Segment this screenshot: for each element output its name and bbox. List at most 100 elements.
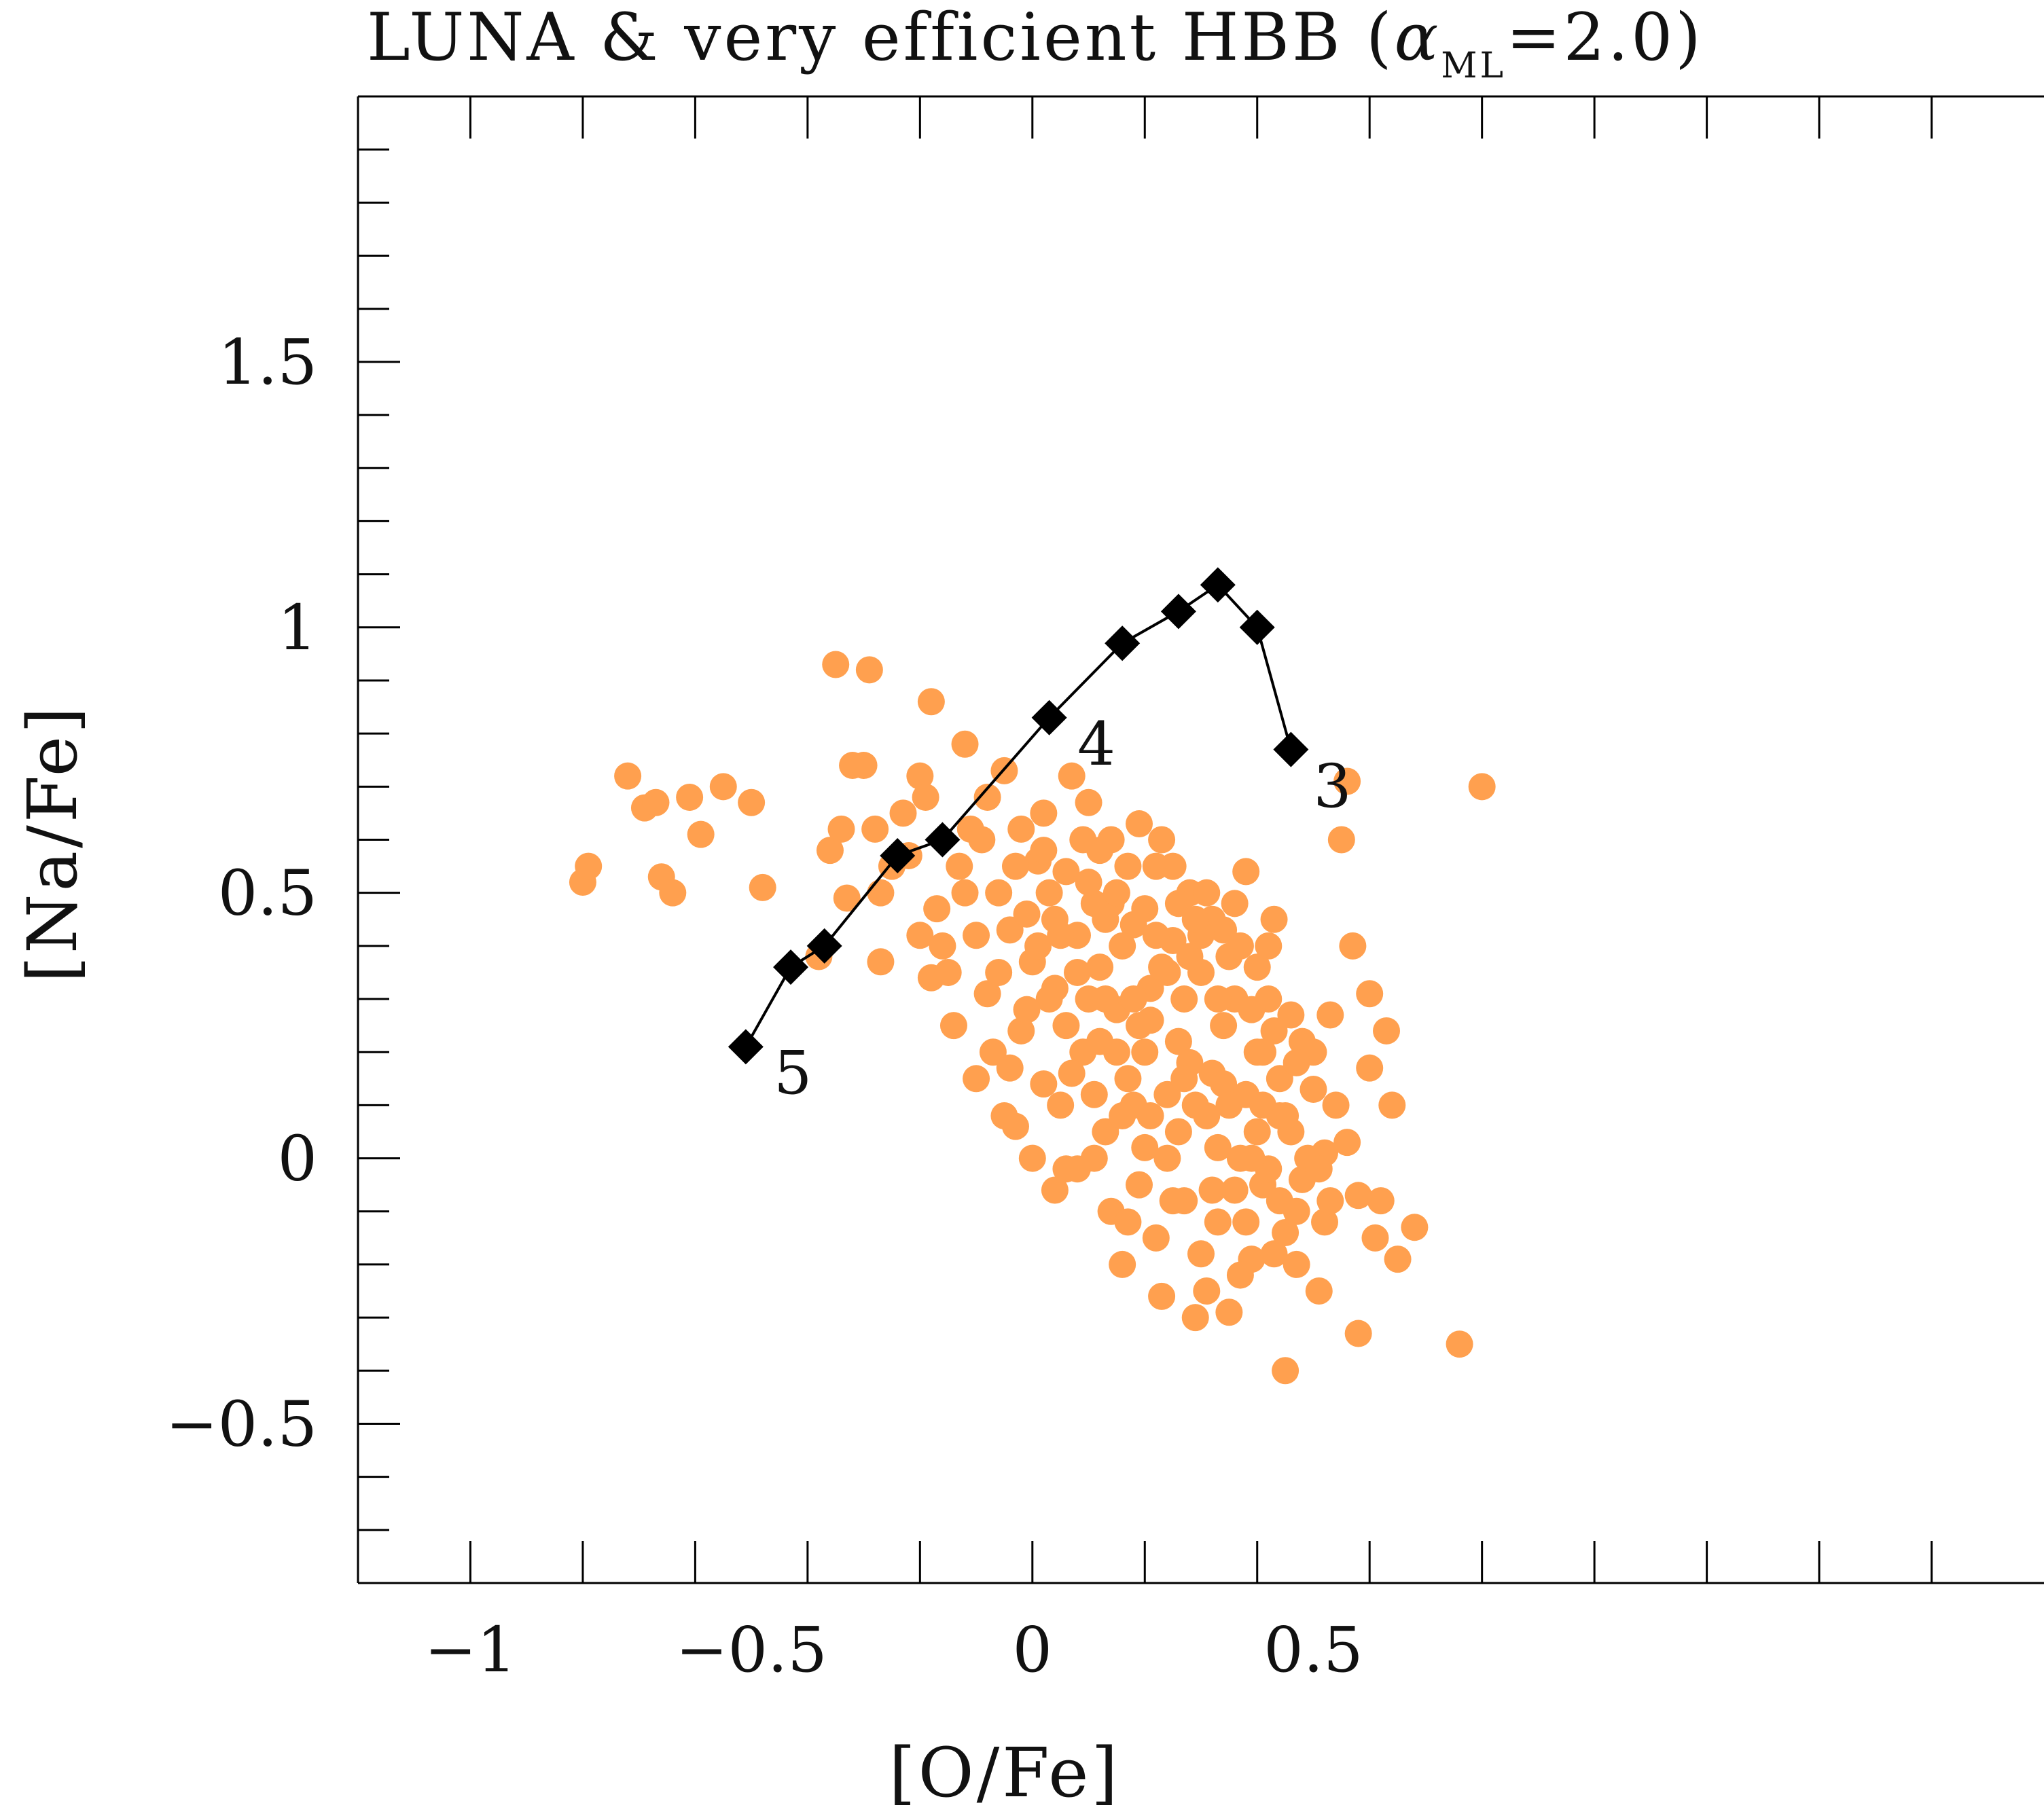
- observation-point: [1283, 1049, 1310, 1076]
- observation-point: [1299, 1075, 1327, 1103]
- model-marker: [1160, 594, 1196, 630]
- observation-point: [1086, 953, 1114, 981]
- observation-point: [1148, 826, 1176, 854]
- observation-point: [1316, 1001, 1344, 1029]
- x-axis-label: [O/Fe]: [889, 1733, 1121, 1813]
- model-marker: [880, 837, 916, 873]
- observation-point: [1142, 922, 1170, 949]
- observation-point: [939, 1012, 967, 1040]
- observation-point: [1384, 1246, 1412, 1273]
- observation-point: [1215, 1298, 1243, 1326]
- x-tick-label: 0: [1013, 1614, 1053, 1686]
- observation-point: [1266, 1187, 1293, 1215]
- observation-point: [867, 879, 895, 907]
- observation-point: [1277, 1001, 1305, 1029]
- axes-frame: [357, 95, 2044, 1584]
- observation-point: [1221, 1176, 1249, 1204]
- chart-title: LUNA & very efficient HBB (αML=2.0): [367, 0, 1704, 86]
- observation-point: [973, 783, 1001, 811]
- observation-point: [1052, 858, 1080, 886]
- observation-point: [1204, 985, 1232, 1013]
- observation-point: [1181, 1304, 1209, 1332]
- mass-annotation-label: 3: [1313, 751, 1351, 821]
- mass-annotations: 5 4 3: [774, 709, 1351, 1108]
- chart-title-suffix: =2.0): [1506, 0, 1704, 75]
- observation-point: [1170, 1065, 1198, 1093]
- observation-point: [1125, 1171, 1153, 1199]
- observation-point: [985, 879, 1013, 907]
- observation-point: [1333, 767, 1361, 795]
- observation-point: [1255, 932, 1283, 960]
- observation-point: [1041, 905, 1069, 933]
- observation-point: [1272, 1357, 1299, 1385]
- observation-point: [1260, 905, 1288, 933]
- observation-point: [889, 799, 917, 827]
- observation-point: [1024, 932, 1052, 960]
- observation-point: [906, 762, 934, 790]
- model-marker: [1239, 609, 1275, 645]
- observation-point: [1102, 879, 1130, 907]
- observation-point: [867, 948, 895, 976]
- observation-point: [1260, 1240, 1288, 1268]
- x-tick-label: −0.5: [675, 1614, 827, 1686]
- observation-point: [1125, 810, 1153, 838]
- observation-point: [1131, 1133, 1159, 1161]
- observation-point: [1148, 953, 1176, 981]
- observation-point: [1204, 1133, 1232, 1161]
- observation-point: [1333, 1129, 1361, 1157]
- observation-point: [985, 958, 1013, 986]
- observation-point: [1013, 996, 1041, 1023]
- observation-point: [1086, 1028, 1114, 1055]
- observation-point: [833, 884, 861, 912]
- model-marker: [728, 1029, 764, 1065]
- observation-point: [642, 788, 670, 816]
- observation-point: [1187, 1240, 1215, 1268]
- observation-point: [1210, 916, 1238, 944]
- observation-point: [1001, 852, 1029, 880]
- observation-point: [1063, 958, 1091, 986]
- observation-point: [1075, 788, 1102, 816]
- observation-point: [1367, 1187, 1395, 1215]
- observation-point: [963, 1065, 990, 1093]
- observation-point: [1035, 879, 1063, 907]
- y-axis-label: [Na/Fe]: [13, 704, 92, 983]
- observation-point: [968, 826, 996, 854]
- observation-point: [1159, 1187, 1187, 1215]
- observation-point: [1249, 1038, 1277, 1066]
- observation-point: [1215, 1091, 1243, 1119]
- observation-point: [1114, 852, 1142, 880]
- observation-point: [1198, 1176, 1226, 1204]
- observation-point: [1075, 869, 1102, 896]
- observation-point: [850, 752, 878, 780]
- observation-point: [934, 958, 962, 986]
- observation-point: [946, 852, 973, 880]
- observation-point: [1356, 980, 1384, 1008]
- model-marker: [1273, 731, 1309, 767]
- y-tick-label: 0: [277, 1123, 317, 1195]
- observation-point: [1283, 1250, 1310, 1278]
- x-tick-label: −1: [425, 1614, 517, 1686]
- observation-point: [1344, 1182, 1372, 1210]
- observation-point: [1260, 1017, 1288, 1044]
- model-marker: [1200, 567, 1236, 603]
- observation-point: [1109, 1250, 1136, 1278]
- observation-point: [1322, 1091, 1350, 1119]
- observation-point: [855, 656, 883, 684]
- observation-point: [912, 783, 939, 811]
- observation-point: [1030, 837, 1058, 865]
- model-track: [728, 567, 1309, 1065]
- observation-point: [1041, 1176, 1069, 1204]
- observation-point: [1148, 1282, 1176, 1310]
- observation-point: [1327, 826, 1355, 854]
- observation-points: [569, 651, 1496, 1385]
- observation-point: [827, 815, 855, 843]
- chart-title-alpha: α: [1394, 0, 1441, 75]
- observation-point: [906, 922, 934, 949]
- observation-point: [1080, 1144, 1108, 1172]
- observation-point: [687, 820, 715, 848]
- observation-point: [1114, 1065, 1142, 1093]
- model-marker: [773, 949, 809, 985]
- observation-point: [1193, 879, 1221, 907]
- chart-title-prefix: LUNA & very efficient HBB (: [367, 0, 1394, 75]
- observation-point: [1238, 996, 1266, 1023]
